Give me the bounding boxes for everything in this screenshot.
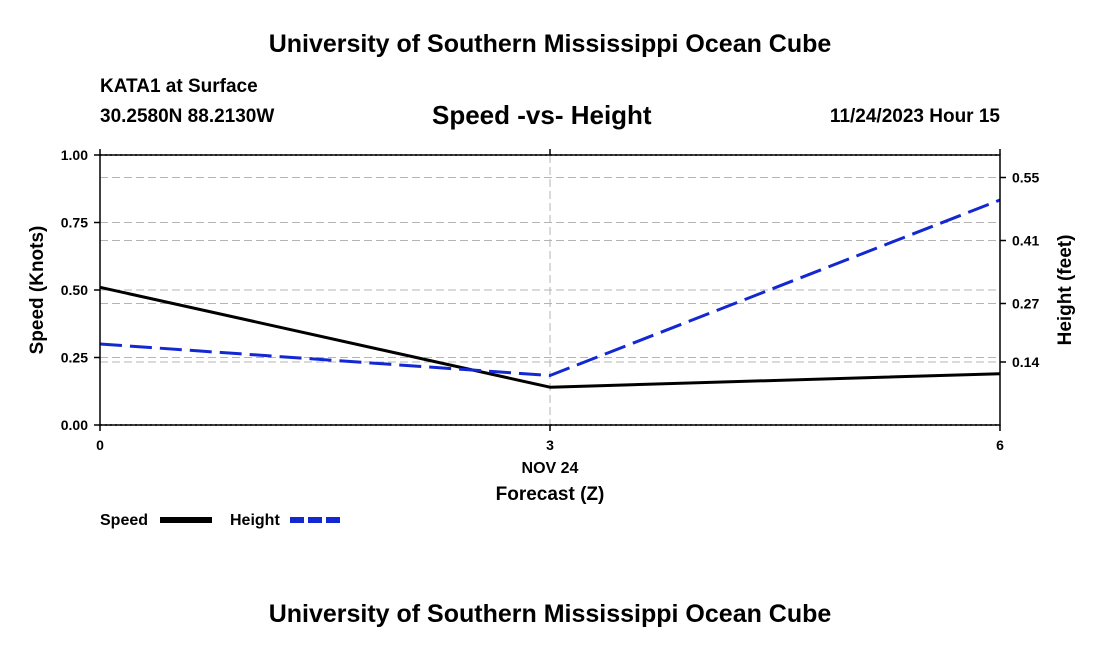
y-right-tick-label: 0.41: [1012, 233, 1039, 249]
y-left-tick-label: 0.25: [61, 350, 88, 366]
y-axis-right-label: Height (feet): [1055, 235, 1076, 346]
series-speed-line: [99, 285, 1001, 389]
series-height-line: [99, 198, 1001, 377]
y-left-tick-label: 1.00: [61, 147, 88, 163]
y-right-tick-label: 0.27: [1012, 296, 1039, 312]
y-right-tick-label: 0.55: [1012, 170, 1039, 186]
x-tick-label: 6: [996, 437, 1004, 453]
y-left-tick-label: 0.00: [61, 417, 88, 433]
page-title: University of Southern Mississippi Ocean…: [268, 30, 832, 58]
legend-speed-label: Speed: [100, 512, 148, 529]
axis-layer: 0.00 0.25 0.50 0.75 1.00 0.14 0.27 0.41 0.55 0 3 6: [61, 147, 1040, 453]
forecast-datetime: 11/24/2023 Hour 15: [829, 106, 1000, 127]
y-axis-left-label: Speed (Knots): [27, 226, 48, 355]
y-left-tick-label: 0.50: [61, 282, 88, 298]
y-left-tick-label: 0.75: [61, 215, 88, 231]
station-coordinates: 30.2580N 88.2130W: [100, 106, 275, 127]
x-axis-label: Forecast (Z): [496, 484, 605, 505]
chart-title: Speed -vs- Height: [432, 100, 652, 130]
y-right-tick-label: 0.14: [1012, 354, 1039, 370]
station-label: KATA1 at Surface: [100, 76, 258, 97]
legend-height-label: Height: [230, 512, 280, 529]
footer-title: University of Southern Mississippi Ocean…: [268, 600, 832, 628]
x-tick-label: 0: [96, 437, 104, 453]
x-date-label: NOV 24: [522, 460, 579, 477]
series-layer: [99, 198, 1001, 389]
grid-layer: [100, 155, 1000, 425]
x-tick-label: 3: [546, 437, 554, 453]
